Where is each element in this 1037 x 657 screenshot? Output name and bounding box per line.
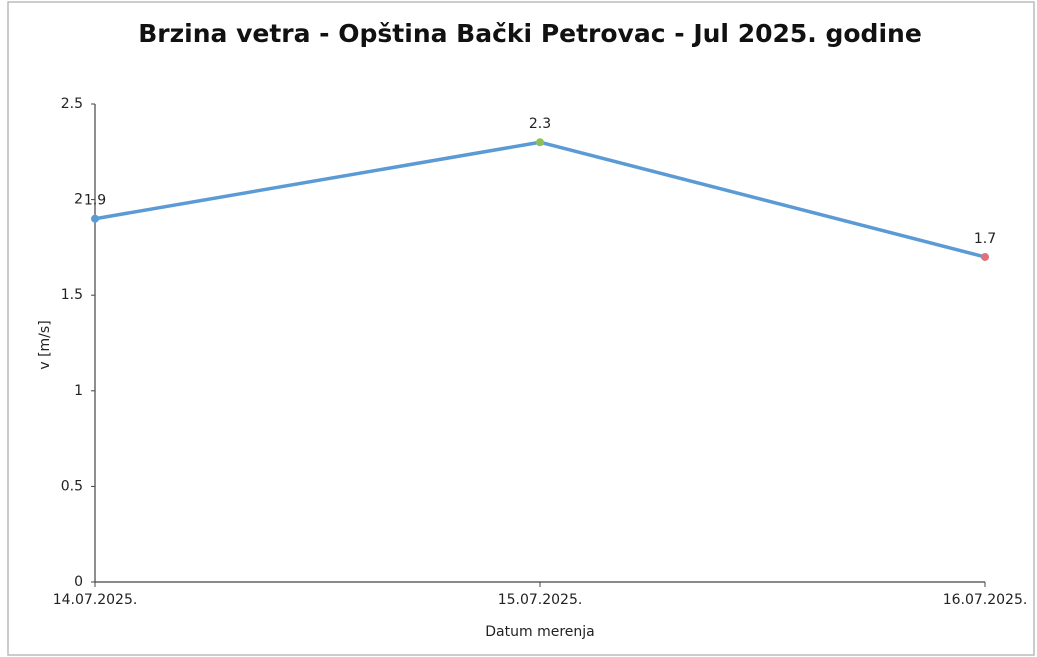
data-label: 2.3: [529, 116, 551, 132]
data-point: [536, 138, 544, 147]
x-tick-label: 14.07.2025.: [53, 592, 138, 608]
data-label: 1.7: [974, 231, 996, 247]
y-tick-label: 2: [74, 192, 83, 208]
chart-title: Brzina vetra - Opština Bački Petrovac - …: [138, 19, 922, 48]
x-axis-label: Datum merenja: [485, 624, 594, 640]
y-axis-label: v [m/s]: [37, 320, 53, 369]
data-label: 1.9: [84, 193, 106, 209]
x-tick-label: 15.07.2025.: [498, 592, 583, 608]
y-tick-label: 1.5: [61, 287, 83, 303]
data-point: [91, 214, 99, 223]
frame: [7, 1, 1035, 656]
x-tick-label: 16.07.2025.: [943, 592, 1028, 608]
y-tick-label: 2.5: [61, 96, 83, 112]
y-tick-label: 0: [74, 574, 83, 590]
y-tick-label: 0.5: [61, 478, 83, 494]
series-line: [94, 140, 986, 259]
data-point: [981, 252, 989, 261]
y-tick-label: 1: [74, 383, 83, 399]
